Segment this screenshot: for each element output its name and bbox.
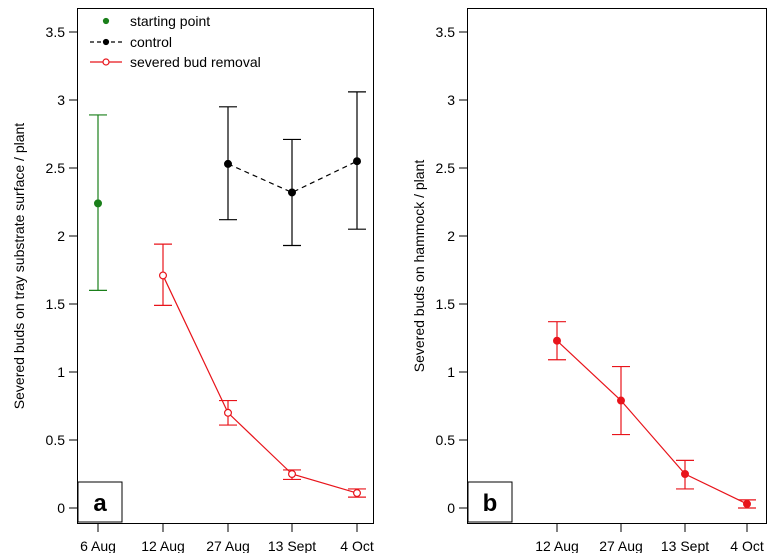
series-0: [548, 321, 756, 509]
chart-panel-b: 0 0.5 1 1.5 2 2.5 3 3.5 Severed buds on hammock …: [411, 8, 767, 553]
data-point: [288, 188, 297, 197]
y-axis-title: Severed buds on hammock / plant: [411, 160, 427, 373]
plot-frame: [77, 8, 374, 524]
legend-label: control: [130, 34, 172, 50]
legend-swatch-marker: [102, 38, 110, 46]
series-1: [219, 91, 366, 247]
y-tick-label: 3.5: [436, 24, 456, 40]
x-tick-label: 12 Aug: [535, 538, 579, 553]
x-tick-label: 4 Oct: [340, 538, 374, 553]
x-tick-label: 12 Aug: [141, 538, 185, 553]
legend: starting point control severed bud removal: [90, 13, 261, 70]
y-tick-label: 2.5: [436, 160, 456, 176]
x-tick-label: 13 Sept: [661, 538, 709, 553]
legend-entry: starting point: [102, 13, 210, 29]
data-point: [353, 157, 362, 166]
y-tick-label: 0.5: [46, 432, 66, 448]
data-point: [224, 408, 233, 417]
data-point: [680, 470, 689, 479]
legend-label: starting point: [130, 13, 210, 29]
y-tick-label: 2: [57, 228, 65, 244]
y-tick-label: 0: [447, 500, 455, 516]
legend-label: severed bud removal: [130, 54, 261, 70]
legend-entry: severed bud removal: [90, 54, 261, 70]
series-line: [227, 160, 358, 194]
legend-entry: control: [90, 34, 172, 50]
y-tick-label: 2: [447, 228, 455, 244]
y-tick-label: 1: [57, 364, 65, 380]
x-tick-label: 27 Aug: [206, 538, 250, 553]
data-point: [159, 271, 168, 280]
data-point: [288, 470, 297, 479]
panel-label-box: [77, 481, 123, 523]
y-tick-label: 3: [57, 92, 65, 108]
y-axis-title: Severed buds on tray substrate surface /…: [11, 123, 27, 409]
x-tick-label: 4 Oct: [730, 538, 764, 553]
series-line: [556, 340, 748, 505]
data-point: [353, 489, 362, 498]
series-line: [162, 275, 358, 494]
y-tick-label: 1: [447, 364, 455, 380]
y-tick-label: 3: [447, 92, 455, 108]
y-tick-label: 3.5: [46, 24, 66, 40]
y-tick-label: 0.5: [436, 432, 456, 448]
data-point: [616, 396, 625, 405]
series-0: [89, 114, 107, 291]
data-point: [742, 499, 751, 508]
data-point: [93, 199, 102, 208]
panel-label-box: [467, 481, 513, 523]
series-2: [154, 243, 366, 498]
data-point: [552, 336, 561, 345]
y-tick-label: 1.5: [46, 296, 66, 312]
x-tick-label: 6 Aug: [80, 538, 116, 553]
y-tick-label: 2.5: [46, 160, 66, 176]
panel-label: a: [93, 490, 107, 517]
plot-frame: [467, 8, 767, 524]
chart-panel-a: 0 0.5 1 1.5 2 2.5 3 3.5 Severed buds on tray sub…: [11, 8, 374, 553]
legend-swatch-marker: [102, 17, 110, 25]
y-tick-label: 0: [57, 500, 65, 516]
data-point: [224, 159, 233, 168]
x-tick-label: 27 Aug: [599, 538, 643, 553]
legend-swatch-marker: [102, 58, 110, 66]
panel-label: b: [483, 490, 498, 517]
x-tick-label: 13 Sept: [268, 538, 316, 553]
y-tick-label: 1.5: [436, 296, 456, 312]
